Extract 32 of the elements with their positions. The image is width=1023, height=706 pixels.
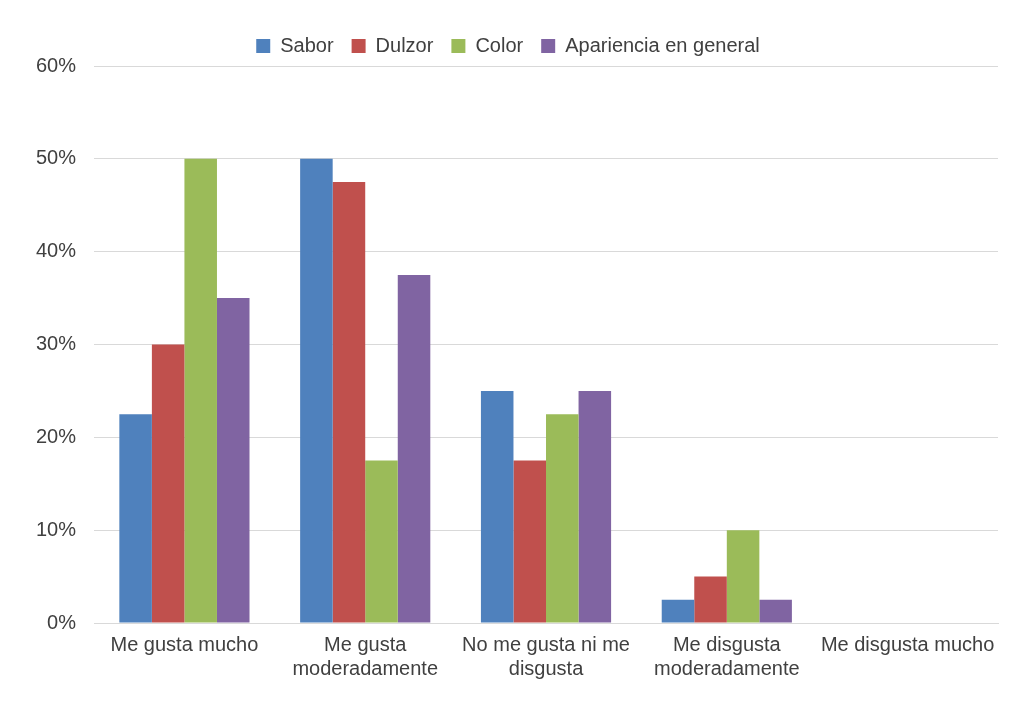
legend-label: Sabor	[280, 33, 334, 56]
bar	[397, 274, 431, 623]
y-tick-label: 30%	[36, 332, 77, 355]
bar	[184, 158, 217, 623]
legend-label: Color	[475, 33, 524, 56]
bar	[661, 599, 695, 623]
x-tick-label: Me gusta moderadamente	[292, 632, 439, 679]
bar	[546, 414, 579, 623]
x-tick-label: Me disgusta moderadamente	[653, 632, 800, 679]
bar	[151, 344, 185, 623]
x-tick-label: No me gusta ni me disgusta	[462, 632, 630, 679]
legend-label: Dulzor	[375, 33, 434, 56]
bar	[726, 530, 760, 623]
bar	[216, 298, 250, 623]
bar	[332, 182, 366, 623]
bar	[119, 414, 152, 623]
legend-label: Apariencia en general	[565, 33, 760, 56]
bar	[513, 460, 547, 623]
y-tick-label: 60%	[36, 53, 77, 76]
bar	[578, 390, 612, 623]
bar	[365, 460, 398, 623]
y-tick-label: 10%	[36, 517, 77, 540]
bar	[300, 158, 333, 623]
bar	[480, 390, 514, 623]
y-tick-label: 0%	[47, 610, 77, 633]
bar	[759, 599, 792, 623]
y-tick-label: 50%	[36, 146, 77, 169]
x-tick-label: Me disgusta mucho	[820, 632, 995, 655]
bar	[694, 576, 727, 623]
y-tick-label: 20%	[36, 424, 77, 447]
y-tick-label: 40%	[36, 239, 77, 262]
x-tick-label: Me gusta mucho	[110, 632, 259, 655]
